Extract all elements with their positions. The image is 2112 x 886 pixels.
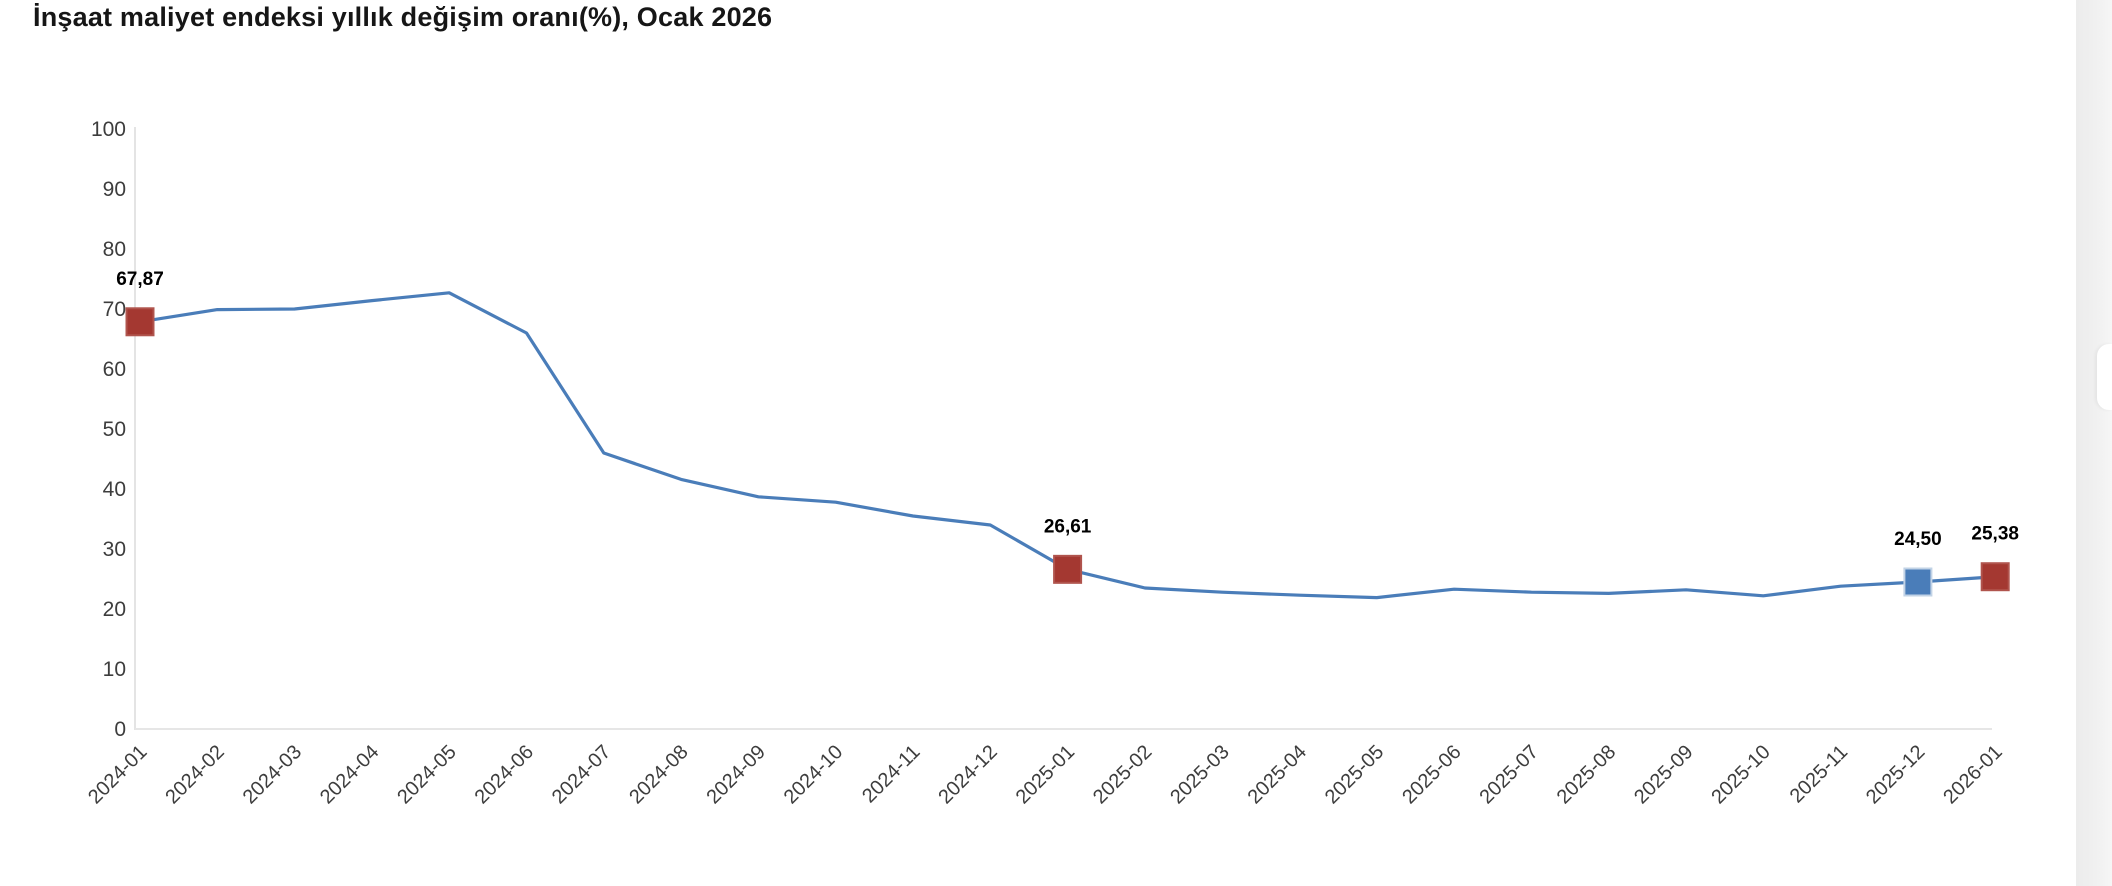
y-tick-label: 70 bbox=[103, 298, 126, 321]
x-tick-label: 2025-08 bbox=[1553, 741, 1620, 808]
x-tick-label: 2024-01 bbox=[84, 741, 151, 808]
data-value-label: 67,87 bbox=[116, 269, 164, 290]
x-tick-label: 2024-02 bbox=[161, 741, 228, 808]
x-tick-label: 2025-09 bbox=[1630, 741, 1697, 808]
x-tick-label: 2025-06 bbox=[1398, 741, 1465, 808]
y-tick-label: 30 bbox=[103, 538, 126, 561]
data-value-label: 25,38 bbox=[1971, 524, 2019, 545]
x-tick-label: 2026-01 bbox=[1939, 741, 2006, 808]
y-tick-label: 90 bbox=[103, 178, 126, 201]
x-tick-label: 2025-07 bbox=[1475, 741, 1542, 808]
y-tick-label: 20 bbox=[103, 598, 126, 621]
data-marker bbox=[125, 307, 155, 337]
data-value-label: 24,50 bbox=[1894, 529, 1942, 550]
data-value-label: 26,61 bbox=[1044, 516, 1092, 537]
series-line bbox=[139, 291, 1996, 600]
data-marker bbox=[1903, 567, 1933, 597]
y-tick-label: 60 bbox=[103, 358, 126, 381]
y-tick-label: 100 bbox=[91, 118, 126, 141]
x-tick-label: 2024-04 bbox=[316, 741, 383, 808]
chart-title: İnşaat maliyet endeksi yıllık değişim or… bbox=[33, 2, 773, 32]
x-tick-label: 2025-04 bbox=[1244, 741, 1311, 808]
y-tick-label: 80 bbox=[103, 238, 126, 261]
x-tick-label: 2025-10 bbox=[1707, 741, 1774, 808]
scrollbar-thumb[interactable] bbox=[2097, 344, 2112, 410]
data-marker bbox=[1053, 554, 1083, 584]
x-tick-label: 2024-08 bbox=[625, 741, 692, 808]
x-tick-label: 2025-12 bbox=[1862, 741, 1929, 808]
x-tick-label: 2024-12 bbox=[934, 741, 1001, 808]
y-tick-label: 0 bbox=[114, 718, 126, 741]
x-tick-label: 2025-03 bbox=[1166, 741, 1233, 808]
y-tick-label: 10 bbox=[103, 658, 126, 681]
x-tick-label: 2024-10 bbox=[780, 741, 847, 808]
x-tick-label: 2024-06 bbox=[471, 741, 538, 808]
x-tick-label: 2025-11 bbox=[1786, 741, 1852, 807]
y-tick-label: 50 bbox=[103, 418, 126, 441]
data-marker bbox=[1980, 562, 2010, 592]
x-tick-label: 2024-05 bbox=[393, 741, 460, 808]
y-tick-label: 40 bbox=[103, 478, 126, 501]
x-tick-label: 2024-07 bbox=[548, 741, 615, 808]
scrollbar-track[interactable] bbox=[2076, 0, 2112, 886]
x-tick-label: 2024-09 bbox=[702, 741, 769, 808]
x-tick-label: 2024-11 bbox=[858, 741, 924, 807]
x-tick-label: 2024-03 bbox=[239, 741, 306, 808]
x-tick-label: 2025-02 bbox=[1089, 741, 1156, 808]
x-tick-label: 2025-05 bbox=[1321, 741, 1388, 808]
x-tick-label: 2025-01 bbox=[1012, 741, 1079, 808]
